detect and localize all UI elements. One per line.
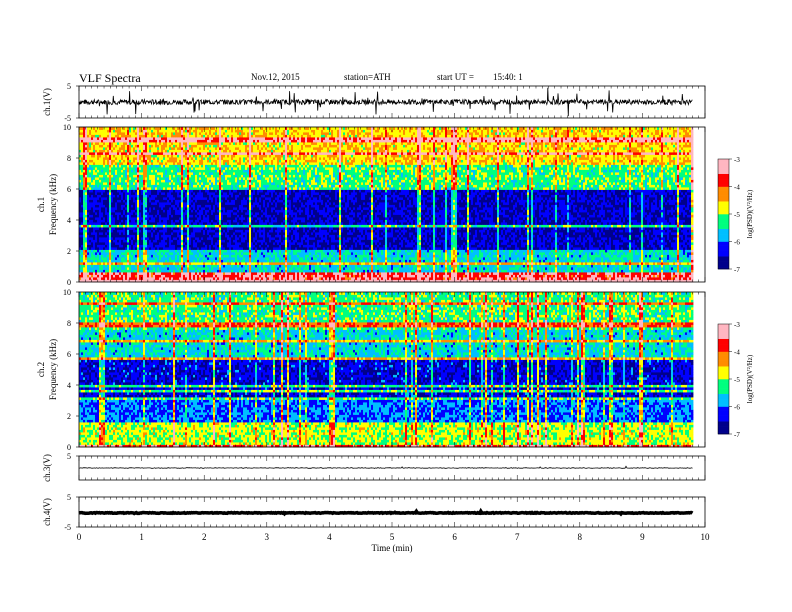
heatmap-cell	[691, 262, 693, 265]
y-tick-label: 5	[67, 82, 71, 91]
heatmap-cell	[691, 265, 693, 268]
heatmap-cell	[691, 260, 693, 263]
heatmap-cell	[691, 252, 693, 255]
ch1-waveform-trace	[79, 88, 693, 116]
heatmap-cell	[691, 247, 693, 250]
heatmap-cell	[691, 245, 693, 248]
ch1-waveform-ylabel: ch.1(V)	[42, 88, 52, 116]
y-tick-label: -5	[64, 114, 71, 123]
heatmap-cell	[691, 275, 693, 278]
heatmap-cell	[691, 257, 693, 260]
heatmap-cell	[691, 270, 693, 273]
ch1-spectrogram-heatmap	[79, 127, 693, 282]
heatmap-cell	[691, 267, 693, 270]
heatmap-cell	[691, 255, 693, 258]
heatmap-cell	[691, 250, 693, 253]
heatmap-cell	[691, 272, 693, 275]
heatmap-cell	[691, 277, 693, 280]
